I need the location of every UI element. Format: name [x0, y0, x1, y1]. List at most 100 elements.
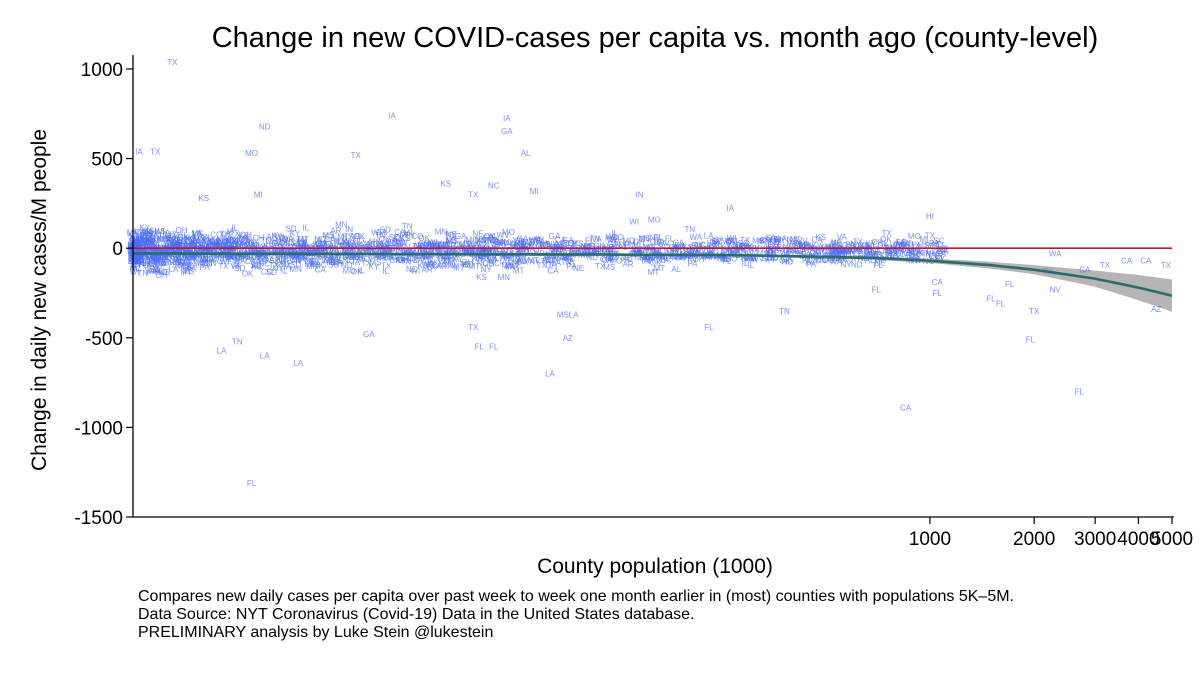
- scatter-point: MS: [770, 238, 782, 247]
- scatter-point: IN: [201, 255, 209, 264]
- scatter-point: MO: [870, 251, 883, 260]
- scatter-point: ND: [445, 237, 457, 246]
- scatter-point: IA: [642, 253, 650, 262]
- scatter-point: CA: [555, 236, 567, 245]
- scatter-point: MS: [322, 231, 334, 240]
- scatter-point: MS: [166, 247, 178, 256]
- scatter-point: KY: [728, 240, 739, 249]
- scatter-point: KY: [369, 263, 380, 272]
- scatter-point: MO: [141, 236, 154, 245]
- scatter-point: KS: [870, 245, 881, 254]
- scatter-point: WI: [139, 252, 149, 261]
- scatter-point: CO: [315, 240, 327, 249]
- scatter-point: TX: [925, 232, 936, 241]
- scatter-point: WA: [690, 233, 703, 242]
- scatter-point: CA: [412, 256, 424, 265]
- scatter-point: GA: [185, 252, 197, 261]
- scatter-point: AR: [643, 256, 654, 265]
- scatter-point: NY: [656, 256, 668, 265]
- scatter-point: LA: [157, 241, 167, 250]
- scatter-point: AL: [542, 255, 552, 264]
- scatter-point: WI: [562, 253, 572, 262]
- scatter-point: KS: [317, 240, 328, 249]
- scatter-point: SC: [468, 242, 479, 251]
- scatter-point: AR: [145, 234, 156, 243]
- scatter-point: GA: [169, 240, 181, 249]
- scatter-point: CA: [515, 242, 527, 251]
- scatter-point: MT: [149, 246, 161, 255]
- scatter-point: NC: [478, 243, 490, 252]
- scatter-point: MT: [185, 254, 197, 263]
- scatter-point: IL: [462, 260, 469, 269]
- scatter-point: AZ: [1151, 305, 1161, 314]
- scatter-point: MN: [646, 247, 659, 256]
- scatter-point: NC: [580, 246, 592, 255]
- scatter-point: TN: [920, 249, 931, 258]
- scatter-point: WV: [344, 253, 358, 262]
- scatter-point: KY: [151, 253, 162, 262]
- scatter-point: WA: [874, 255, 887, 264]
- scatter-point: CA: [209, 237, 221, 246]
- scatter-point: TX: [182, 242, 193, 251]
- scatter-point: SC: [910, 250, 921, 259]
- scatter-point: ND: [828, 249, 840, 258]
- scatter-point: MO: [908, 232, 921, 241]
- scatter-point: IL: [313, 240, 320, 249]
- scatter-point: WV: [322, 257, 336, 266]
- scatter-point: WI: [794, 248, 804, 257]
- scatter-point: VA: [161, 242, 172, 251]
- scatter-point: VA: [365, 246, 376, 255]
- scatter-point: MI: [136, 234, 145, 243]
- scatter-point: NE: [198, 259, 209, 268]
- scatter-point: TN: [589, 235, 600, 244]
- scatter-point: KS: [605, 245, 616, 254]
- scatter-point: OK: [209, 238, 221, 247]
- scatter-point: TN: [375, 231, 386, 240]
- scatter-point: SC: [738, 239, 749, 248]
- scatter-point: FL: [996, 300, 1006, 309]
- scatter-point: TX: [221, 252, 232, 261]
- scatter-point: MN: [312, 247, 325, 256]
- scatter-point: TX: [218, 262, 229, 271]
- scatter-point: FL: [704, 323, 714, 332]
- scatter-point: TN: [220, 231, 231, 240]
- scatter-point: CA: [275, 259, 287, 268]
- scatter-point: NC: [315, 261, 327, 270]
- scatter-point: WA: [249, 255, 262, 264]
- scatter-point: MI: [200, 256, 209, 265]
- scatter-point: AR: [150, 254, 161, 263]
- scatter-point: GA: [175, 259, 187, 268]
- scatter-point: CA: [478, 251, 490, 260]
- scatter-point: GA: [595, 245, 607, 254]
- scatter-point: IN: [712, 240, 720, 249]
- scatter-point: MI: [902, 239, 911, 248]
- scatter-point: MT: [130, 261, 142, 270]
- scatter-point: KY: [865, 240, 876, 249]
- scatter-point: WI: [396, 239, 406, 248]
- scatter-point: OK: [322, 242, 334, 251]
- scatter-point: GA: [794, 246, 806, 255]
- scatter-point: MI: [251, 248, 260, 257]
- scatter-point: SC: [726, 254, 737, 263]
- scatter-point: CO: [411, 232, 423, 241]
- scatter-point: SC: [489, 259, 500, 268]
- scatter-point: IA: [830, 247, 838, 256]
- scatter-point: KS: [137, 247, 148, 256]
- scatter-point: OH: [155, 253, 167, 262]
- scatter-point: MT: [343, 247, 355, 256]
- scatter-point: KS: [349, 253, 360, 262]
- scatter-point: IA: [896, 246, 904, 255]
- scatter-point: TN: [483, 236, 494, 245]
- scatter-point: SC: [189, 241, 200, 250]
- scatter-point: AL: [671, 265, 681, 274]
- scatter-point: MN: [338, 237, 351, 246]
- scatter-point: IN: [279, 234, 287, 243]
- scatter-point: KY: [191, 253, 202, 262]
- scatter-point: WA: [212, 256, 225, 265]
- scatter-point: MS: [529, 236, 541, 245]
- scatter-point: IN: [375, 241, 383, 250]
- scatter-point: VA: [513, 236, 524, 245]
- scatter-point: NY: [142, 231, 154, 240]
- scatter-point: KS: [263, 242, 274, 251]
- scatter-point: KS: [256, 251, 267, 260]
